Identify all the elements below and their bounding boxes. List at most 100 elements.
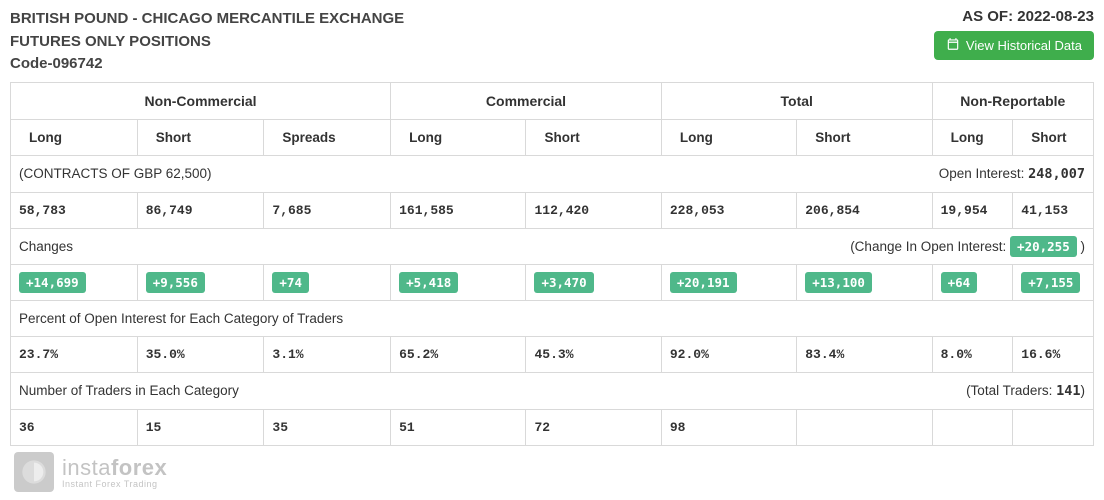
pos-3: 161,585 — [391, 192, 526, 228]
pos-8: 41,153 — [1013, 192, 1094, 228]
chg-0: +14,699 — [11, 264, 138, 300]
title-line1: BRITISH POUND - CHICAGO MERCANTILE EXCHA… — [10, 8, 404, 31]
brand-part1: insta — [62, 455, 111, 480]
asof-label: AS OF: — [962, 8, 1013, 25]
pct-1: 35.0% — [137, 336, 264, 372]
tr-7 — [932, 409, 1013, 445]
chg-badge-3: +5,418 — [399, 272, 458, 293]
pct-4: 45.3% — [526, 336, 661, 372]
pct-5: 92.0% — [661, 336, 796, 372]
coi-note: (Change In Open Interest: +20,255 ) — [850, 239, 1085, 254]
pct-8: 16.6% — [1013, 336, 1094, 372]
tot-traders-close: ) — [1081, 383, 1086, 398]
watermark: instaforex Instant Forex Trading — [14, 452, 167, 492]
pos-6: 206,854 — [797, 192, 932, 228]
header-row: BRITISH POUND - CHICAGO MERCANTILE EXCHA… — [10, 8, 1094, 76]
tr-5: 98 — [661, 409, 796, 445]
report-container: BRITISH POUND - CHICAGO MERCANTILE EXCHA… — [0, 0, 1104, 446]
group-header-row: Non-Commercial Commercial Total Non-Repo… — [11, 82, 1094, 119]
changes-row: +14,699 +9,556 +74 +5,418 +3,470 +20,191… — [11, 264, 1094, 300]
tr-4: 72 — [526, 409, 661, 445]
watermark-logo-icon — [14, 452, 54, 492]
chg-3: +5,418 — [391, 264, 526, 300]
percent-label: Percent of Open Interest for Each Catego… — [11, 300, 1094, 336]
tr-3: 51 — [391, 409, 526, 445]
traders-row: 36 15 35 51 72 98 — [11, 409, 1094, 445]
tr-6 — [797, 409, 932, 445]
chg-8: +7,155 — [1013, 264, 1094, 300]
chg-badge-1: +9,556 — [146, 272, 205, 293]
sub-nr-long: Long — [932, 119, 1013, 155]
chg-badge-0: +14,699 — [19, 272, 86, 293]
sub-nc-short: Short — [137, 119, 264, 155]
group-total: Total — [661, 82, 932, 119]
positions-table: Non-Commercial Commercial Total Non-Repo… — [10, 82, 1094, 446]
sub-co-long: Long — [391, 119, 526, 155]
watermark-brand: instaforex — [62, 455, 167, 481]
chg-4: +3,470 — [526, 264, 661, 300]
chg-6: +13,100 — [797, 264, 932, 300]
title-line2: FUTURES ONLY POSITIONS — [10, 31, 404, 54]
pos-1: 86,749 — [137, 192, 264, 228]
pos-2: 7,685 — [264, 192, 391, 228]
open-interest-note: Open Interest: 248,007 — [939, 166, 1085, 182]
traders-label: Number of Traders in Each Category — [11, 372, 933, 409]
oi-label: Open Interest: — [939, 166, 1025, 181]
sub-header-row: Long Short Spreads Long Short Long Short… — [11, 119, 1094, 155]
view-historical-button[interactable]: View Historical Data — [934, 31, 1094, 60]
contracts-label: (CONTRACTS OF GBP 62,500) — [19, 166, 212, 181]
tr-2: 35 — [264, 409, 391, 445]
watermark-text: instaforex Instant Forex Trading — [62, 455, 167, 489]
percent-label-row: Percent of Open Interest for Each Catego… — [11, 300, 1094, 336]
percent-row: 23.7% 35.0% 3.1% 65.2% 45.3% 92.0% 83.4%… — [11, 336, 1094, 372]
chg-5: +20,191 — [661, 264, 796, 300]
chg-badge-7: +64 — [941, 272, 978, 293]
coi-value-badge: +20,255 — [1010, 236, 1077, 257]
chg-2: +74 — [264, 264, 391, 300]
group-commercial: Commercial — [391, 82, 662, 119]
group-nonreportable: Non-Reportable — [932, 82, 1093, 119]
chg-badge-6: +13,100 — [805, 272, 872, 293]
traders-label-row: Number of Traders in Each Category (Tota… — [11, 372, 1094, 409]
pct-3: 65.2% — [391, 336, 526, 372]
group-noncommercial: Non-Commercial — [11, 82, 391, 119]
view-historical-label: View Historical Data — [966, 38, 1082, 53]
sub-nc-long: Long — [11, 119, 138, 155]
tot-traders-label: (Total Traders: — [966, 383, 1052, 398]
oi-value: 248,007 — [1028, 166, 1085, 182]
brand-part2: forex — [111, 455, 167, 480]
changes-label-row: Changes (Change In Open Interest: +20,25… — [11, 228, 1094, 264]
chg-badge-2: +74 — [272, 272, 309, 293]
calendar-icon — [946, 37, 960, 54]
pos-7: 19,954 — [932, 192, 1013, 228]
asof-date: 2022-08-23 — [1017, 8, 1094, 25]
contracts-cell: (CONTRACTS OF GBP 62,500) Open Interest:… — [11, 155, 1094, 192]
pos-4: 112,420 — [526, 192, 661, 228]
code-line: Code-096742 — [10, 53, 404, 76]
chg-badge-4: +3,470 — [534, 272, 593, 293]
chg-1: +9,556 — [137, 264, 264, 300]
pct-2: 3.1% — [264, 336, 391, 372]
pct-6: 83.4% — [797, 336, 932, 372]
positions-row: 58,783 86,749 7,685 161,585 112,420 228,… — [11, 192, 1094, 228]
asof-block: AS OF: 2022-08-23 View Historical Data — [934, 8, 1094, 60]
tr-8 — [1013, 409, 1094, 445]
watermark-tag: Instant Forex Trading — [62, 479, 167, 489]
pos-5: 228,053 — [661, 192, 796, 228]
tr-1: 15 — [137, 409, 264, 445]
pct-0: 23.7% — [11, 336, 138, 372]
asof-text: AS OF: 2022-08-23 — [934, 8, 1094, 25]
sub-co-short: Short — [526, 119, 661, 155]
sub-nc-spreads: Spreads — [264, 119, 391, 155]
sub-nr-short: Short — [1013, 119, 1094, 155]
tr-0: 36 — [11, 409, 138, 445]
chg-badge-5: +20,191 — [670, 272, 737, 293]
coi-close: ) — [1081, 239, 1086, 254]
chg-badge-8: +7,155 — [1021, 272, 1080, 293]
contracts-row: (CONTRACTS OF GBP 62,500) Open Interest:… — [11, 155, 1094, 192]
sub-to-short: Short — [797, 119, 932, 155]
changes-cell: Changes (Change In Open Interest: +20,25… — [11, 228, 1094, 264]
total-traders-cell: (Total Traders: 141) — [932, 372, 1093, 409]
title-block: BRITISH POUND - CHICAGO MERCANTILE EXCHA… — [10, 8, 404, 76]
coi-label: (Change In Open Interest: — [850, 239, 1006, 254]
